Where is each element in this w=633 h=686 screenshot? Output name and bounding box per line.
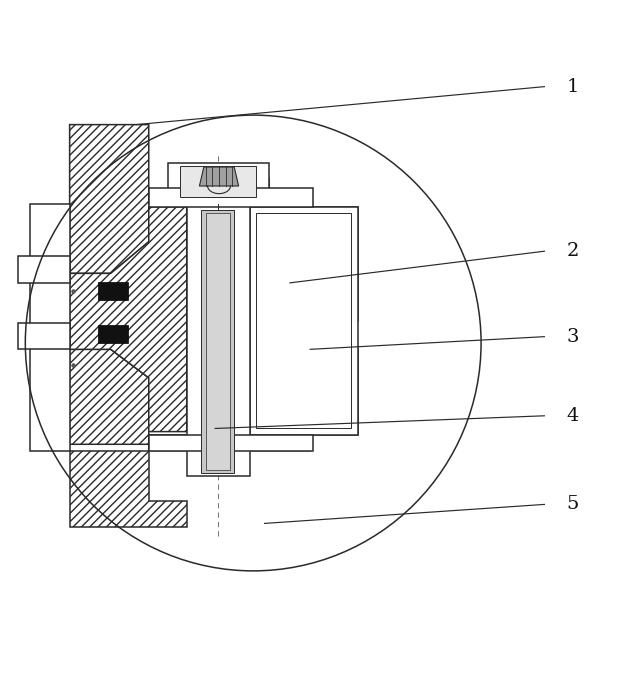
Text: 4: 4 [567,407,579,425]
Polygon shape [70,451,187,527]
Bar [30,204,70,451]
Bar [180,166,256,198]
Text: 2: 2 [567,242,579,260]
Bar [256,213,351,429]
Polygon shape [310,349,358,435]
Bar [18,322,70,349]
Bar [149,188,313,207]
Polygon shape [70,349,310,451]
Text: 1: 1 [567,78,579,95]
Polygon shape [70,207,187,431]
Text: 3: 3 [567,328,579,346]
Polygon shape [199,167,239,186]
Bar [98,325,128,343]
Text: 5: 5 [567,495,579,513]
Bar [187,204,250,476]
Bar [250,207,358,435]
Bar [206,213,230,470]
Bar [18,257,70,283]
Polygon shape [70,125,310,273]
Polygon shape [250,349,310,435]
Bar [149,435,313,451]
Bar [98,282,128,300]
Bar [201,210,234,473]
Bar [168,163,269,204]
Polygon shape [250,207,310,321]
Polygon shape [310,207,358,321]
